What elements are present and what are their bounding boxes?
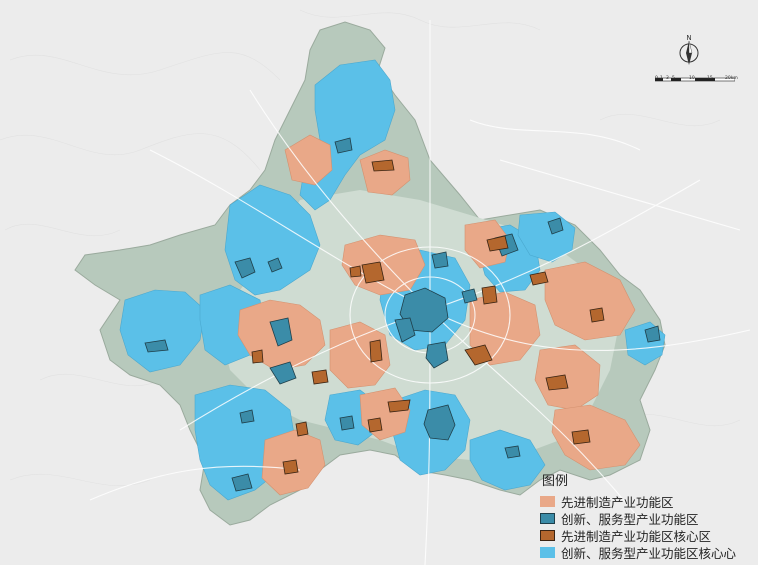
scale-tick: 15 <box>707 76 713 81</box>
legend-label: 先进制造产业功能区核心区 <box>561 529 712 544</box>
scale-tick: 1 <box>660 76 663 81</box>
innovation-core-far-west <box>144 339 169 353</box>
innovation-core-south2 <box>425 341 449 369</box>
innovation-zone-southeast <box>469 429 546 491</box>
manufacturing-zones <box>237 134 641 496</box>
scale-tick: 20km <box>725 76 738 81</box>
manufacturing-zone-northeast <box>464 219 511 269</box>
innovation-core-west2 <box>269 361 297 385</box>
innovation-core-northeast <box>547 217 564 235</box>
manufacturing-core-zones <box>251 159 605 475</box>
scale-tick: 10 <box>689 76 695 81</box>
innovation-core-southwest <box>231 473 253 492</box>
innovation-core-south <box>423 404 456 441</box>
legend-item-manufacturing-core: 先进制造产业功能区核心区 <box>540 527 750 544</box>
innovation-core-southeast <box>504 445 521 459</box>
manufacturing-core-northeast <box>486 235 509 252</box>
legend-swatch <box>540 496 555 507</box>
manufacturing-core-southeast2 <box>571 429 591 445</box>
manufacturing-core-east2 <box>481 285 498 305</box>
manufacturing-core-west2 <box>311 369 329 385</box>
manufacturing-core-south2 <box>367 417 383 433</box>
manufacturing-core-west3 <box>251 349 264 364</box>
legend-label: 先进制造产业功能区 <box>561 495 674 510</box>
manufacturing-core-south <box>387 399 411 413</box>
innovation-core-central-east <box>461 288 478 304</box>
manufacturing-core-west <box>369 339 383 363</box>
terrain-texture <box>0 9 741 487</box>
innovation-core-center <box>399 287 449 333</box>
legend-label: 创新、服务型产业功能区 <box>561 512 699 527</box>
innovation-zone-west <box>119 289 206 373</box>
manufacturing-core-east4 <box>529 271 549 286</box>
innovation-core-zones <box>144 137 661 492</box>
legend-title: 图例 <box>542 474 569 489</box>
scale-tick: 0 <box>655 76 658 81</box>
legend-label: 创新、服务型产业功能区核心心 <box>561 546 737 561</box>
innovation-core-southwest2 <box>239 409 255 424</box>
legend-item-innovation-core: 创新、服务型产业功能区核心心 <box>540 544 750 561</box>
manufacturing-core-center-north2 <box>349 265 362 278</box>
innovation-core-center2 <box>394 317 416 343</box>
manufacturing-zone-southeast2 <box>551 404 641 471</box>
compass-icon <box>679 40 699 65</box>
manufacturing-zone-north2 <box>359 149 411 196</box>
manufacturing-core-southwest <box>282 459 299 475</box>
innovation-core-northwest <box>234 257 256 279</box>
scale-ticks: 0 1 3 5 10 15 20km <box>655 76 745 82</box>
innovation-core-west <box>269 317 293 347</box>
innovation-core-far-east <box>644 325 661 343</box>
innovation-core-south-center <box>339 415 355 431</box>
innovation-core-central-north <box>431 251 449 269</box>
manufacturing-zone-west2 <box>329 321 391 389</box>
legend-swatch <box>540 513 555 524</box>
scale-tick: 3 <box>666 76 669 81</box>
scale-bar: 0 1 3 5 10 15 20km <box>654 68 738 82</box>
manufacturing-core-east3 <box>589 307 605 323</box>
manufacturing-zone-southeast <box>534 344 601 411</box>
legend-item-innovation: 创新、服务型产业功能区 <box>540 510 750 527</box>
manufacturing-core-center-north <box>361 261 385 284</box>
manufacturing-core-southeast <box>545 374 569 391</box>
scale-tick: 5 <box>672 76 675 81</box>
north-label: N <box>686 34 692 42</box>
manufacturing-core-east <box>464 344 493 366</box>
legend-item-manufacturing: 先进制造产业功能区 <box>540 493 750 510</box>
manufacturing-core-southwest2 <box>295 421 309 437</box>
innovation-core-northwest2 <box>267 257 283 273</box>
legend-swatch <box>540 547 555 558</box>
innovation-core-north <box>334 137 353 154</box>
legend-swatch <box>540 530 555 541</box>
map-legend: 图例 先进制造产业功能区 创新、服务型产业功能区 先进制造产业功能区核心区 创新… <box>540 470 750 561</box>
manufacturing-core-north <box>371 159 395 172</box>
manufacturing-zone-east2 <box>544 261 636 341</box>
north-arrow: N <box>676 34 702 70</box>
manufacturing-zone-north <box>284 134 333 186</box>
